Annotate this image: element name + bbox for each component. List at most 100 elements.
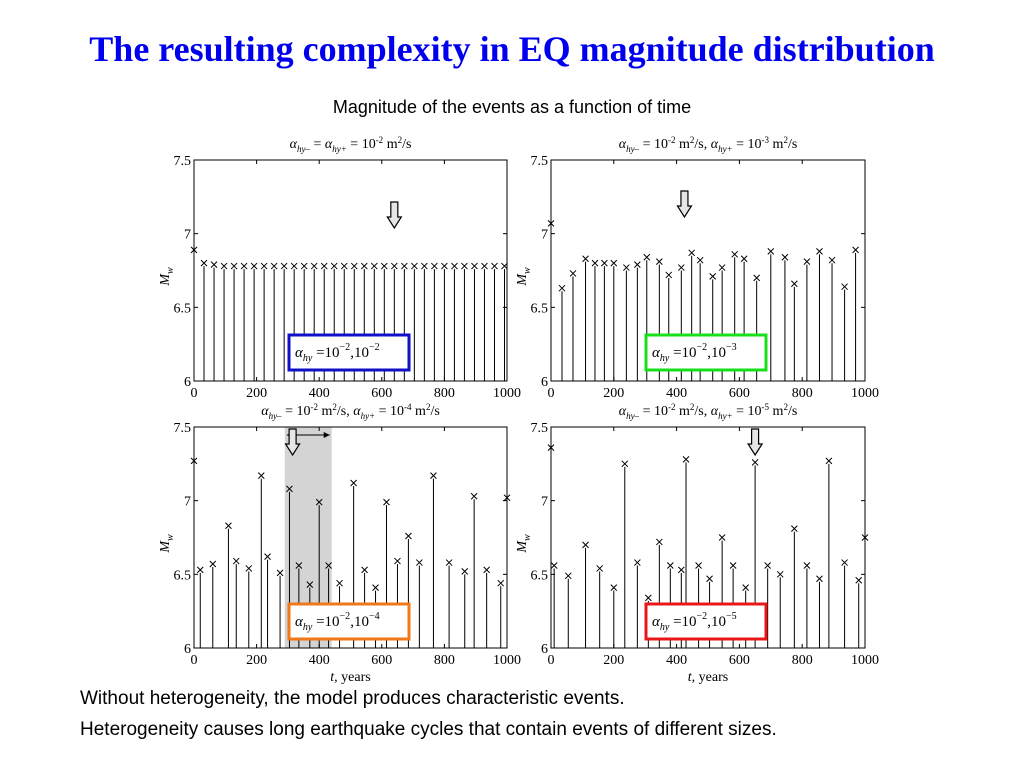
event-marker [280, 262, 288, 270]
event-marker [764, 562, 772, 569]
y-axis-label: Mw [515, 534, 533, 554]
event-marker [225, 522, 232, 530]
event-marker [336, 579, 343, 587]
y-tick-label: 7.5 [531, 154, 549, 169]
event-marker [803, 258, 811, 266]
y-tick-label: 6.5 [174, 568, 192, 583]
chart-panel-1: 0 200 400 600 800 1000 6 6.5 7 7.5 Mw αhy– = αhy+ =… [158, 135, 521, 401]
event-marker [633, 261, 641, 268]
y-axis-label: Mw [515, 267, 533, 287]
slide-title: The resulting complexity in EQ magnitude… [89, 29, 935, 69]
y-tick-label: 6.5 [174, 301, 192, 316]
event-marker [582, 255, 589, 263]
event-marker [751, 459, 759, 466]
x-tick-label: 600 [729, 653, 750, 668]
event-marker [190, 457, 198, 465]
x-tick-label: 200 [246, 386, 267, 401]
event-marker [852, 246, 859, 254]
x-tick-label: 400 [309, 386, 330, 401]
event-marker [816, 247, 823, 255]
event-marker [731, 250, 739, 258]
event-marker [861, 534, 869, 541]
event-marker [230, 262, 238, 270]
event-marker [383, 498, 390, 506]
event-marker [491, 262, 498, 270]
event-marker [430, 472, 437, 479]
x-tick-label: 0 [548, 386, 555, 401]
x-tick-label: 1000 [493, 386, 521, 401]
event-marker [330, 262, 338, 270]
x-tick-label: 200 [603, 386, 624, 401]
panel-title: αhy– = αhy+ = 10-2 m2/s [290, 135, 412, 154]
y-tick-label: 7 [541, 495, 548, 510]
event-marker [503, 494, 511, 502]
event-marker [790, 280, 798, 288]
event-marker [655, 538, 663, 546]
event-marker [445, 559, 453, 566]
x-tick-label: 800 [434, 653, 455, 668]
event-marker [776, 570, 784, 578]
event-marker [257, 472, 265, 479]
event-marker [643, 253, 651, 261]
x-tick-label: 600 [371, 386, 392, 401]
parameter-box-label: αhy =10−2,10−4 [295, 611, 380, 633]
event-marker [250, 262, 258, 270]
event-marker [825, 457, 833, 465]
event-marker [200, 259, 208, 267]
event-marker [350, 262, 358, 270]
y-tick-label: 7 [184, 495, 191, 510]
event-marker [370, 262, 378, 270]
event-marker [405, 532, 412, 540]
event-marker [209, 560, 217, 568]
event-marker [666, 562, 674, 569]
event-marker [790, 525, 798, 533]
event-marker [729, 562, 737, 569]
event-marker [547, 444, 555, 451]
event-marker [610, 259, 618, 267]
y-tick-label: 7 [184, 228, 191, 243]
y-tick-label: 6.5 [531, 568, 549, 583]
x-tick-label: 600 [371, 653, 392, 668]
event-marker [550, 562, 558, 569]
event-marker [582, 541, 589, 549]
event-marker [276, 569, 284, 577]
x-tick-label: 200 [603, 653, 624, 668]
event-marker [320, 262, 328, 270]
event-marker [394, 557, 401, 565]
event-marker [421, 262, 428, 270]
event-marker [315, 498, 323, 506]
event-marker [286, 485, 293, 493]
highlight-arrow [386, 201, 403, 230]
event-marker [410, 262, 418, 270]
x-axis-label: t, years [688, 670, 728, 685]
x-tick-label: 0 [548, 653, 555, 668]
event-marker [451, 262, 458, 270]
x-tick-label: 600 [729, 386, 750, 401]
event-marker [569, 270, 577, 277]
event-marker [855, 576, 863, 584]
parameter-box-label: αhy =10−2,10−5 [652, 611, 737, 633]
x-tick-label: 1000 [493, 653, 521, 668]
y-tick-label: 6.5 [531, 301, 549, 316]
event-marker [340, 262, 348, 270]
chart-panel-2: 0 200 400 600 800 1000 6 6.5 7 7.5 Mw αhy– = 10-2 m… [515, 135, 879, 401]
y-axis-label: Mw [158, 267, 176, 287]
x-tick-label: 200 [246, 653, 267, 668]
event-marker [416, 559, 423, 566]
event-marker [295, 562, 303, 569]
event-marker [390, 262, 398, 270]
y-tick-label: 7.5 [531, 421, 549, 436]
parameter-box [644, 333, 768, 372]
event-marker [461, 262, 468, 270]
event-marker [706, 575, 713, 583]
parameter-box [644, 602, 768, 641]
event-marker [310, 262, 318, 270]
event-marker [431, 262, 438, 270]
event-marker [471, 262, 478, 270]
y-tick-label: 6 [184, 375, 191, 390]
event-marker [742, 584, 750, 591]
caption-line-2: Heterogeneity causes long earthquake cyc… [80, 719, 777, 740]
x-tick-label: 400 [666, 653, 687, 668]
x-tick-label: 800 [792, 386, 813, 401]
